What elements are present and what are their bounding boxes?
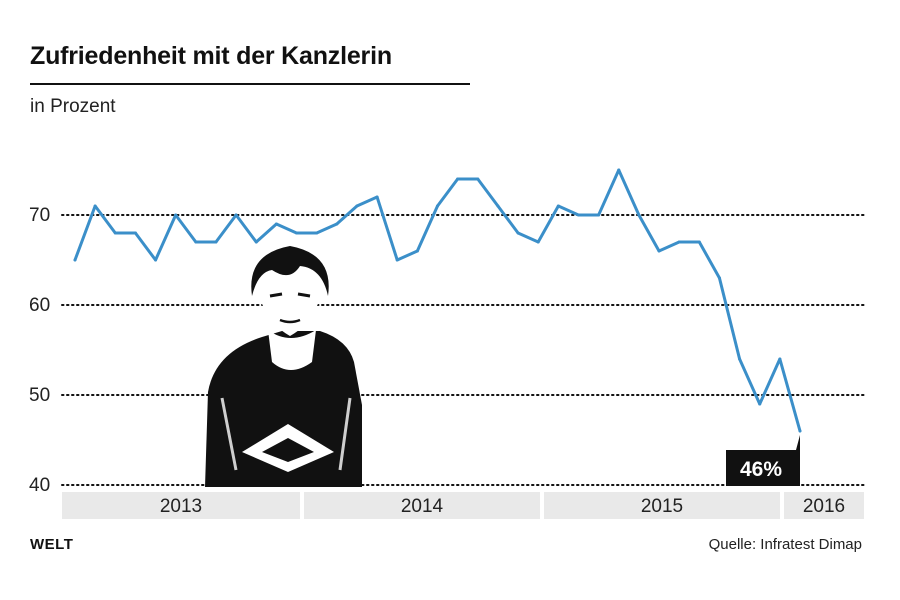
portrait-mouth — [279, 318, 301, 324]
y-tick-label-60: 60 — [29, 295, 50, 316]
data-point — [778, 357, 782, 361]
data-point — [194, 240, 198, 244]
data-point — [496, 204, 500, 208]
gridlines — [61, 214, 867, 486]
data-point — [395, 258, 399, 262]
data-point — [536, 240, 540, 244]
data-point — [436, 204, 439, 208]
end-label-box — [726, 435, 800, 486]
data-point — [335, 222, 339, 226]
portrait-hand-shadow — [262, 438, 314, 462]
end-value-label: 46% — [726, 435, 800, 486]
data-point — [738, 357, 742, 361]
data-point — [375, 195, 379, 199]
portrait-hair — [251, 246, 329, 296]
data-point — [295, 231, 299, 235]
portrait-jacket-shade — [220, 397, 352, 471]
source-note: Quelle: Infratest Dimap — [708, 536, 862, 553]
data-point — [677, 240, 681, 244]
data-point — [254, 240, 258, 244]
data-point — [758, 402, 762, 406]
portrait-neck — [268, 330, 316, 370]
data-point — [415, 249, 419, 253]
y-axis: 40 50 60 70 — [29, 205, 50, 496]
x-tick-label-2016: 2016 — [803, 496, 845, 517]
data-point — [113, 231, 117, 235]
data-point — [214, 240, 218, 244]
data-point — [798, 429, 802, 433]
data-point — [355, 204, 359, 208]
data-point — [657, 249, 661, 253]
brand-logo: WELT — [30, 536, 74, 553]
data-point — [315, 231, 319, 235]
portrait-face — [258, 254, 322, 336]
y-tick-label-40: 40 — [29, 475, 50, 496]
year-band-2015 — [544, 492, 780, 519]
data-point — [556, 204, 560, 208]
end-label-text: 46% — [740, 458, 782, 481]
data-point — [93, 204, 97, 208]
year-band-2013 — [62, 492, 300, 519]
data-point — [617, 168, 621, 172]
x-tick-label-2013: 2013 — [160, 496, 202, 517]
series-layer — [73, 168, 802, 433]
data-point — [274, 222, 278, 226]
portrait-illustration — [205, 246, 362, 487]
series-line — [73, 168, 802, 433]
data-point — [174, 213, 178, 217]
data-point — [516, 231, 520, 235]
data-point — [73, 258, 77, 262]
data-point — [133, 231, 137, 235]
data-point — [154, 258, 158, 262]
year-band-2016 — [784, 492, 864, 519]
x-tick-label-2015: 2015 — [641, 496, 683, 517]
chart-subtitle: in Prozent — [30, 96, 116, 117]
data-point — [597, 213, 601, 217]
data-point — [234, 213, 238, 217]
x-axis-year-bands: 2013 2014 2015 2016 — [62, 492, 864, 519]
y-tick-label-50: 50 — [29, 385, 50, 406]
title-underline — [30, 83, 470, 85]
data-point — [576, 213, 580, 217]
y-tick-label-70: 70 — [29, 205, 50, 226]
data-point — [476, 177, 480, 181]
data-point — [717, 276, 721, 280]
data-point — [637, 213, 641, 217]
data-point — [456, 177, 460, 181]
chart-title: Zufriedenheit mit der Kanzlerin — [30, 42, 392, 70]
data-point — [697, 240, 701, 244]
x-tick-label-2014: 2014 — [401, 496, 444, 517]
portrait-eyes — [269, 292, 311, 298]
year-band-2014 — [304, 492, 540, 519]
